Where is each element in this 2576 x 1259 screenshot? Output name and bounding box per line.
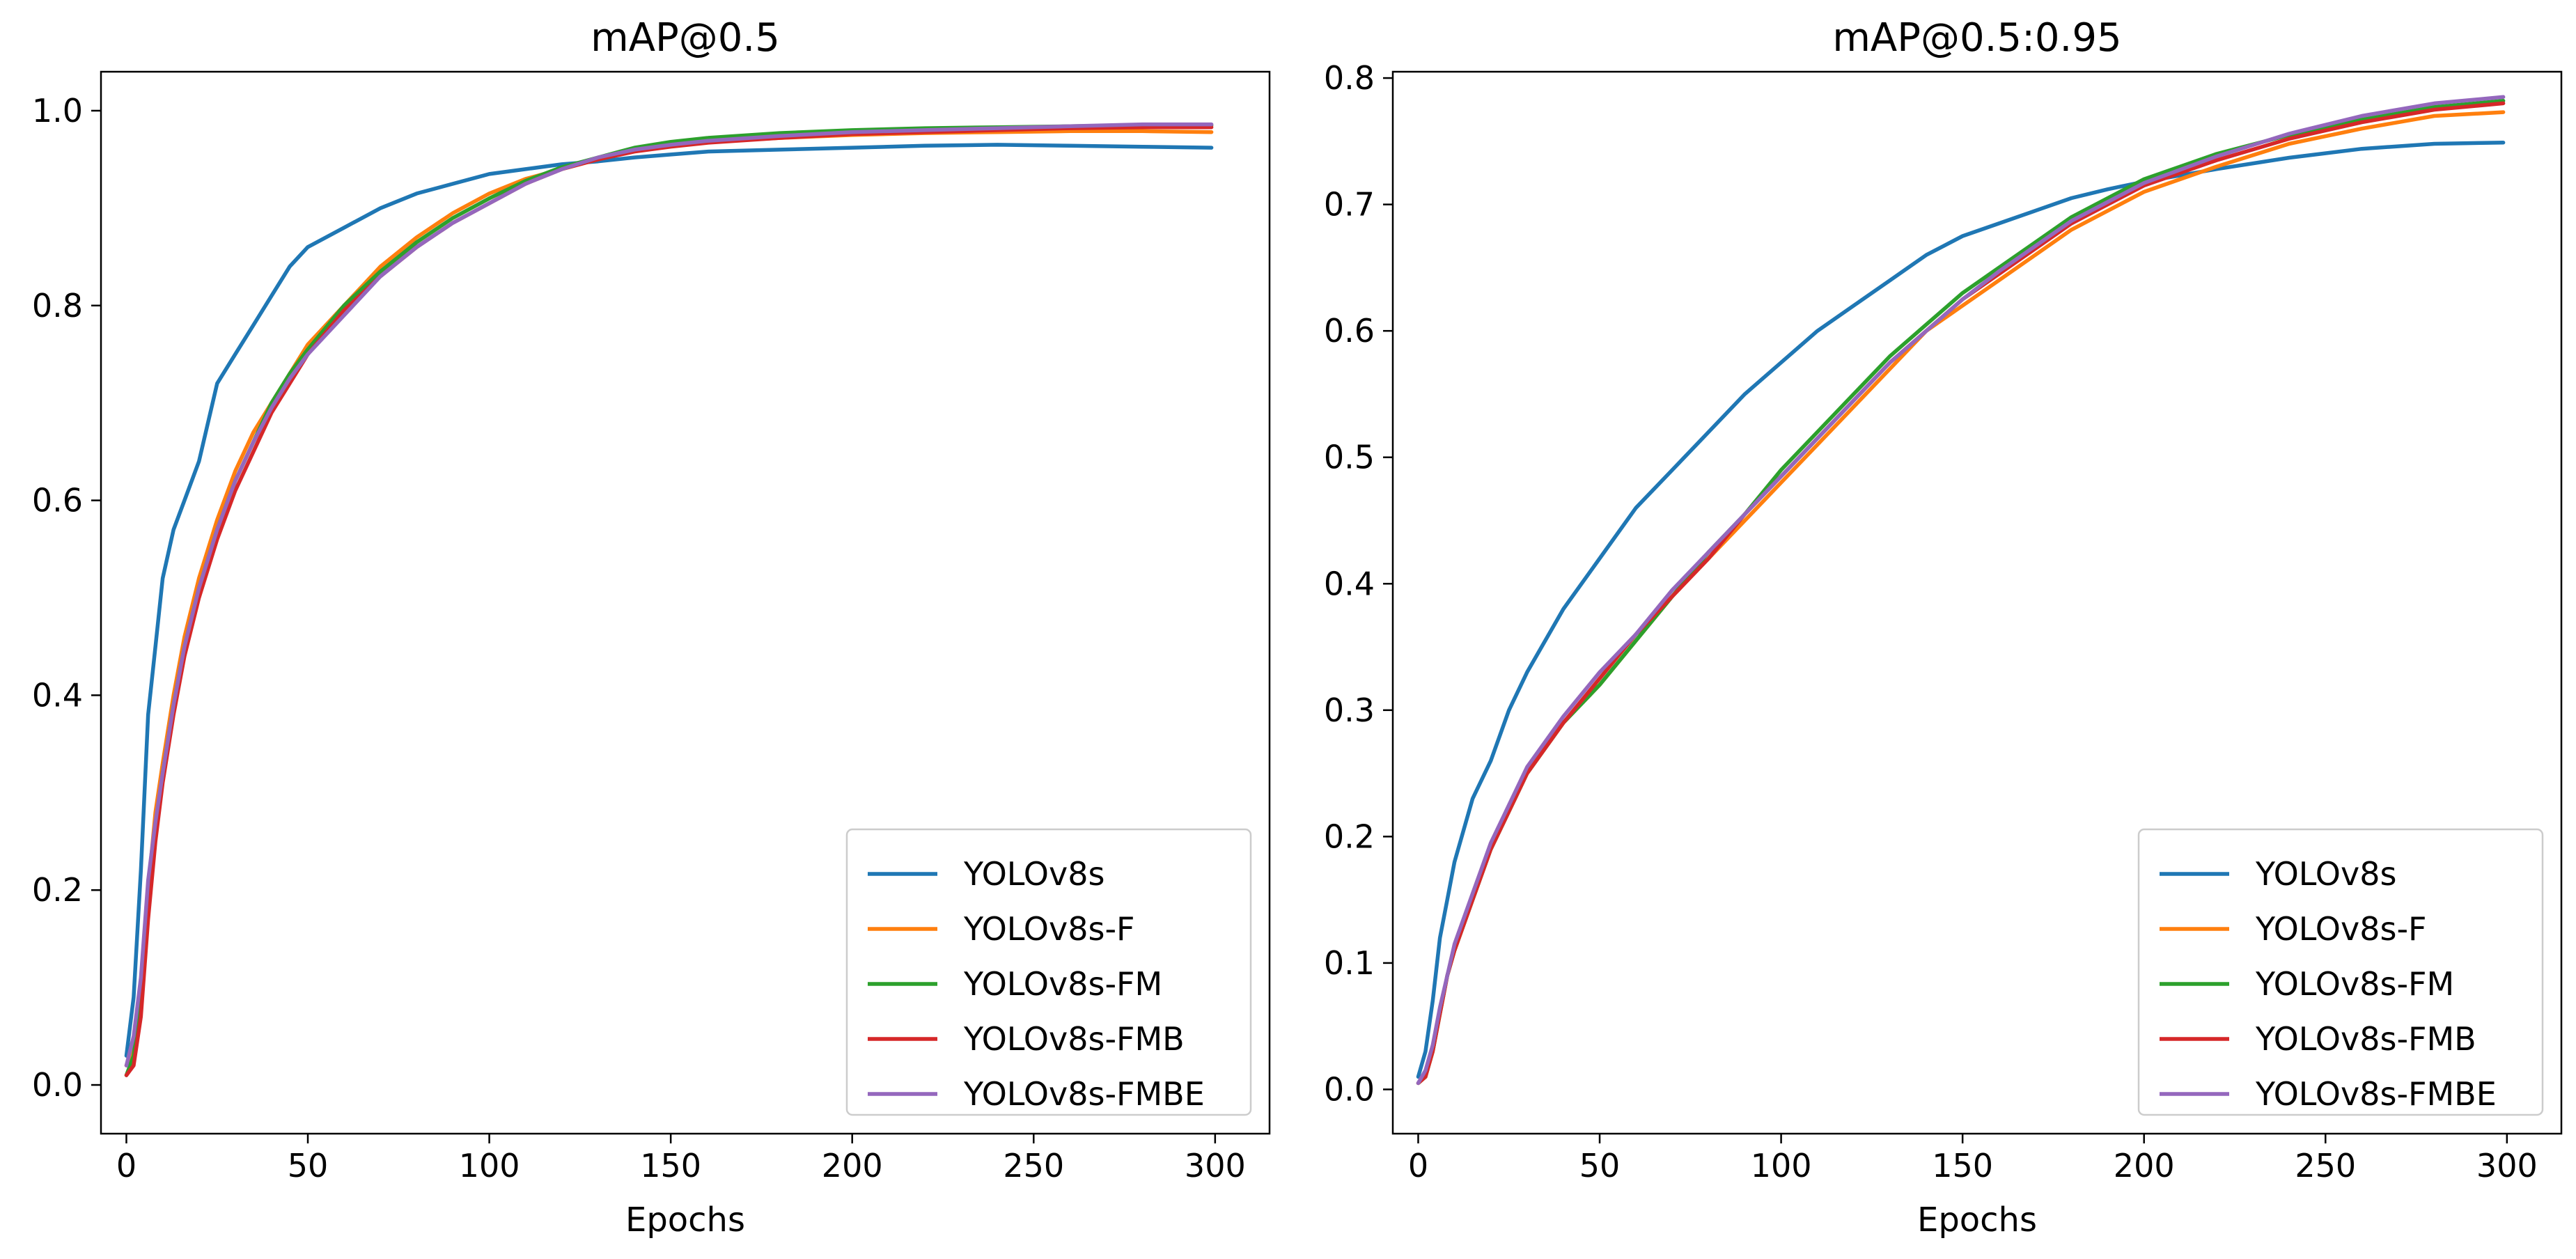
- y-tick-label: 1.0: [32, 92, 83, 130]
- series-line-yolov8s: [124, 143, 1214, 1058]
- x-tick-label: 100: [1751, 1147, 1812, 1184]
- legend-label: YOLOv8s: [2255, 855, 2396, 893]
- x-axis-label: Epochs: [625, 1201, 745, 1240]
- legend-label: YOLOv8s-FMB: [2255, 1020, 2476, 1058]
- legend-label: YOLOv8s-F: [963, 910, 1135, 948]
- x-tick-label: 100: [459, 1147, 520, 1184]
- chart-panel-2: 0 50 100 150 200 250 300 0.0 0.1 0.2 0.3 0.4 0.5 0.6 0…: [1324, 15, 2563, 1240]
- y-tick-label: 0.0: [1324, 1070, 1375, 1108]
- x-tick-label: 300: [1185, 1147, 1246, 1184]
- legend-label: YOLOv8s: [963, 855, 1104, 893]
- legend-label: YOLOv8s-F: [2255, 910, 2427, 948]
- x-tick-label: 250: [1003, 1147, 1064, 1184]
- y-tick-label: 0.8: [32, 287, 83, 324]
- x-tick-label: 50: [288, 1147, 329, 1184]
- x-tick-label: 150: [640, 1147, 701, 1184]
- plot-lines: [124, 122, 1214, 1077]
- axes-frame: [100, 70, 1271, 1135]
- x-tick-label: 300: [2476, 1147, 2538, 1184]
- series-line-yolov8s-fmbe: [124, 122, 1214, 1068]
- x-tick-label: 200: [822, 1147, 883, 1184]
- y-tick-label: 0.6: [32, 482, 83, 519]
- x-tick-label: 200: [2114, 1147, 2175, 1184]
- plot-lines: [1416, 95, 2506, 1086]
- chart-title: mAP@0.5:0.95: [1832, 15, 2121, 61]
- y-tick-label: 0.3: [1324, 691, 1375, 729]
- x-tick-label: 0: [116, 1147, 136, 1184]
- axes-frame: [1391, 70, 2563, 1135]
- y-tick-label: 0.2: [1324, 818, 1375, 855]
- y-tick-label: 0.4: [1324, 565, 1375, 602]
- legend-label: YOLOv8s-FMBE: [2255, 1075, 2497, 1113]
- y-tick-label: 0.8: [1324, 59, 1375, 97]
- x-tick-label: 250: [2295, 1147, 2356, 1184]
- chart-title: mAP@0.5: [591, 15, 780, 61]
- y-tick-label: 0.4: [32, 676, 83, 714]
- legend-label: YOLOv8s-FMBE: [963, 1075, 1205, 1113]
- y-tick-label: 0.0: [32, 1066, 83, 1104]
- x-tick-label: 150: [1932, 1147, 1993, 1184]
- legend-label: YOLOv8s-FM: [2255, 965, 2454, 1003]
- y-tick-label: 0.2: [32, 871, 83, 909]
- y-tick-label: 0.5: [1324, 439, 1375, 476]
- legend-box: [2137, 828, 2544, 1116]
- x-tick-label: 0: [1408, 1147, 1428, 1184]
- legend-box: [845, 828, 1252, 1116]
- y-tick-label: 0.1: [1324, 944, 1375, 982]
- legend: YOLOv8s YOLOv8s-F YOLOv8s-FM YOLOv8s-FMB YOL…: [2137, 828, 2544, 1116]
- y-tick-label: 0.7: [1324, 186, 1375, 224]
- legend: YOLOv8s YOLOv8s-F YOLOv8s-FM YOLOv8s-FMB YOL…: [845, 828, 1252, 1116]
- chart-panel-1: 0 50 100 150 200 250 300 0.0 0.2 0.4 0.6 0.8 1.0 mAP@…: [32, 15, 1271, 1240]
- legend-label: YOLOv8s-FM: [963, 965, 1162, 1003]
- x-axis-label: Epochs: [1917, 1201, 2037, 1240]
- legend-label: YOLOv8s-FMB: [963, 1020, 1185, 1058]
- x-tick-label: 50: [1579, 1147, 1621, 1184]
- y-tick-label: 0.6: [1324, 312, 1375, 350]
- series-line-yolov8s-fmbe: [1416, 95, 2506, 1086]
